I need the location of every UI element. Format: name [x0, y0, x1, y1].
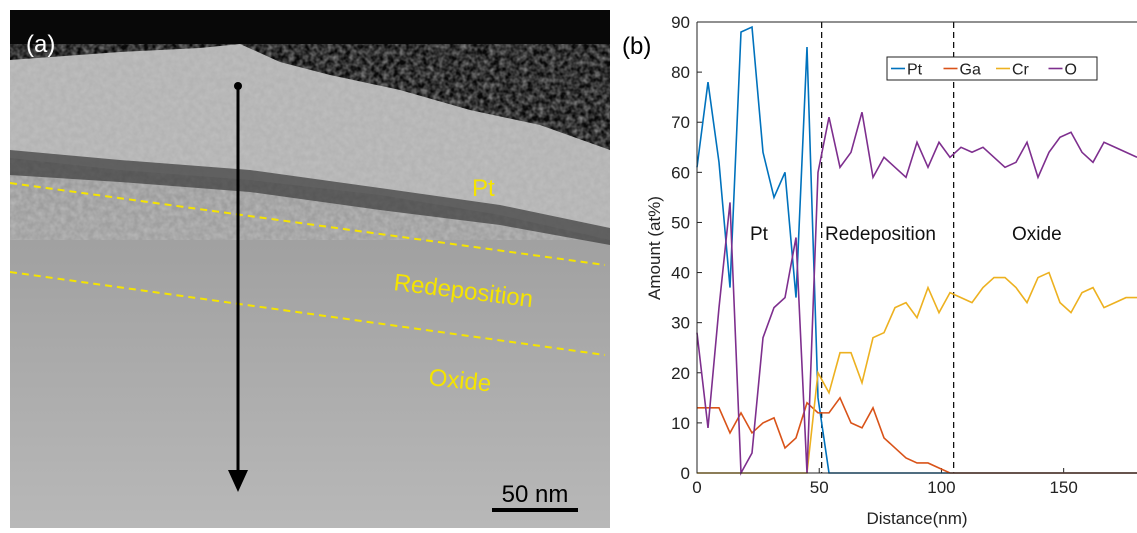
tem-image [10, 10, 610, 528]
y-tick-label: 50 [671, 213, 690, 232]
legend-label: Pt [907, 62, 923, 79]
panel-label: (a) [26, 31, 55, 58]
scale-bar-label: 50 nm [502, 481, 569, 508]
legend-label: O [1065, 62, 1077, 79]
figure: (a) Pt Redeposition Oxide 50 nm (b) Dist… [0, 0, 1137, 528]
y-tick-label: 60 [671, 163, 690, 182]
x-tick-label: 100 [927, 478, 955, 497]
x-tick-label: 0 [692, 478, 701, 497]
y-tick-label: 80 [671, 63, 690, 82]
region-label: Oxide [1012, 224, 1062, 245]
region-label: Redeposition [825, 224, 936, 245]
plot-area [697, 22, 1137, 473]
x-tick-label: 150 [1049, 478, 1077, 497]
y-tick-label: 0 [681, 464, 690, 483]
x-tick-label: 50 [810, 478, 829, 497]
y-tick-label: 40 [671, 264, 690, 283]
x-axis-label: Distance(nm) [866, 509, 967, 528]
y-tick-label: 30 [671, 314, 690, 333]
y-axis-label: Amount (at%) [645, 196, 664, 300]
y-tick-label: 70 [671, 113, 690, 132]
legend: Pt Ga Cr O [887, 57, 1097, 80]
legend-label: Cr [1012, 62, 1030, 79]
y-tick-label: 10 [671, 414, 690, 433]
region-label: Pt [750, 224, 769, 245]
y-tick-label: 20 [671, 364, 690, 383]
y-tick-label: 90 [671, 13, 690, 32]
layer-label: Pt [472, 175, 495, 202]
panel-label: (b) [622, 33, 651, 60]
legend-label: Ga [960, 62, 981, 79]
